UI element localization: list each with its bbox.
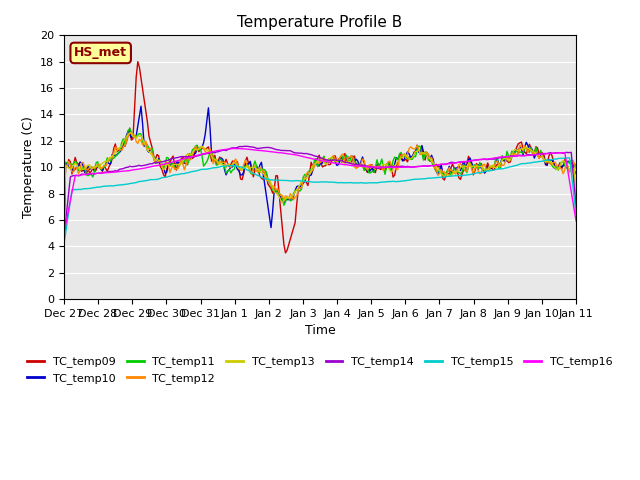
TC_temp11 [423,150,431,156]
TC_temp16 [326,159,334,165]
TC_temp16 [230,145,238,151]
TC_temp16 [429,163,437,168]
TC_temp16 [60,231,68,237]
TC_temp14 [241,144,249,149]
TC_temp11 [60,228,68,234]
TC_temp15 [509,163,517,169]
TC_temp09 [424,154,432,160]
TC_temp16 [511,153,519,159]
TC_temp16 [134,167,141,172]
TC_temp14 [572,204,580,210]
TC_temp10 [572,162,580,168]
Line: TC_temp11: TC_temp11 [64,129,576,231]
TC_temp11 [572,164,580,170]
TC_temp09 [134,59,141,65]
TC_temp13 [511,146,519,152]
TC_temp11 [429,162,437,168]
TC_temp13 [429,160,437,166]
TC_temp15 [421,176,429,181]
TC_temp10 [137,103,145,109]
Line: TC_temp15: TC_temp15 [64,158,576,244]
TC_temp10 [134,123,141,129]
TC_temp13 [127,130,135,135]
TC_temp09 [513,144,520,150]
TC_temp12 [511,151,519,156]
TC_temp09 [136,64,143,70]
TC_temp14 [326,157,334,163]
TC_temp15 [134,179,141,185]
TC_temp10 [511,149,519,155]
Line: TC_temp13: TC_temp13 [64,132,576,212]
Text: HS_met: HS_met [74,47,127,60]
TC_temp13 [60,207,68,213]
Y-axis label: Temperature (C): Temperature (C) [22,116,35,218]
TC_temp14 [483,157,490,163]
Legend: TC_temp09, TC_temp10, TC_temp11, TC_temp12, TC_temp13, TC_temp14, TC_temp15, TC_: TC_temp09, TC_temp10, TC_temp11, TC_temp… [23,352,617,388]
TC_temp12 [423,149,431,155]
TC_temp13 [326,155,334,161]
TC_temp12 [126,130,134,136]
Line: TC_temp12: TC_temp12 [64,133,576,232]
TC_temp11 [511,150,519,156]
Line: TC_temp10: TC_temp10 [64,106,576,233]
TC_temp11 [326,159,334,165]
TC_temp15 [566,155,573,161]
TC_temp10 [326,156,334,162]
TC_temp11 [136,131,143,136]
TC_temp16 [423,163,431,169]
TC_temp14 [429,163,437,168]
TC_temp11 [126,126,134,132]
TC_temp15 [325,180,333,185]
TC_temp15 [572,211,580,217]
TC_temp16 [483,156,490,162]
TC_temp09 [484,160,492,166]
TC_temp14 [423,163,431,169]
TC_temp15 [481,168,488,174]
TC_temp10 [483,168,490,174]
TC_temp13 [483,167,490,172]
TC_temp09 [60,229,68,235]
TC_temp09 [282,250,289,256]
TC_temp15 [428,175,435,181]
TC_temp12 [136,136,143,142]
Line: TC_temp14: TC_temp14 [64,146,576,238]
X-axis label: Time: Time [305,324,335,337]
TC_temp13 [423,151,431,157]
TC_temp12 [326,159,334,165]
TC_temp14 [134,163,141,168]
TC_temp09 [431,164,438,169]
TC_temp14 [60,235,68,241]
TC_temp11 [483,168,490,173]
TC_temp09 [572,171,580,177]
TC_temp10 [423,150,431,156]
Line: TC_temp09: TC_temp09 [64,62,576,253]
TC_temp10 [60,230,68,236]
TC_temp14 [511,153,519,159]
Line: TC_temp16: TC_temp16 [64,148,576,234]
Title: Temperature Profile B: Temperature Profile B [237,15,403,30]
TC_temp10 [429,156,437,162]
TC_temp12 [483,167,490,172]
TC_temp13 [572,209,580,215]
TC_temp12 [429,159,437,165]
TC_temp13 [136,133,143,139]
TC_temp12 [60,229,68,235]
TC_temp15 [60,241,68,247]
TC_temp12 [572,166,580,171]
TC_temp16 [572,218,580,224]
TC_temp09 [328,157,336,163]
